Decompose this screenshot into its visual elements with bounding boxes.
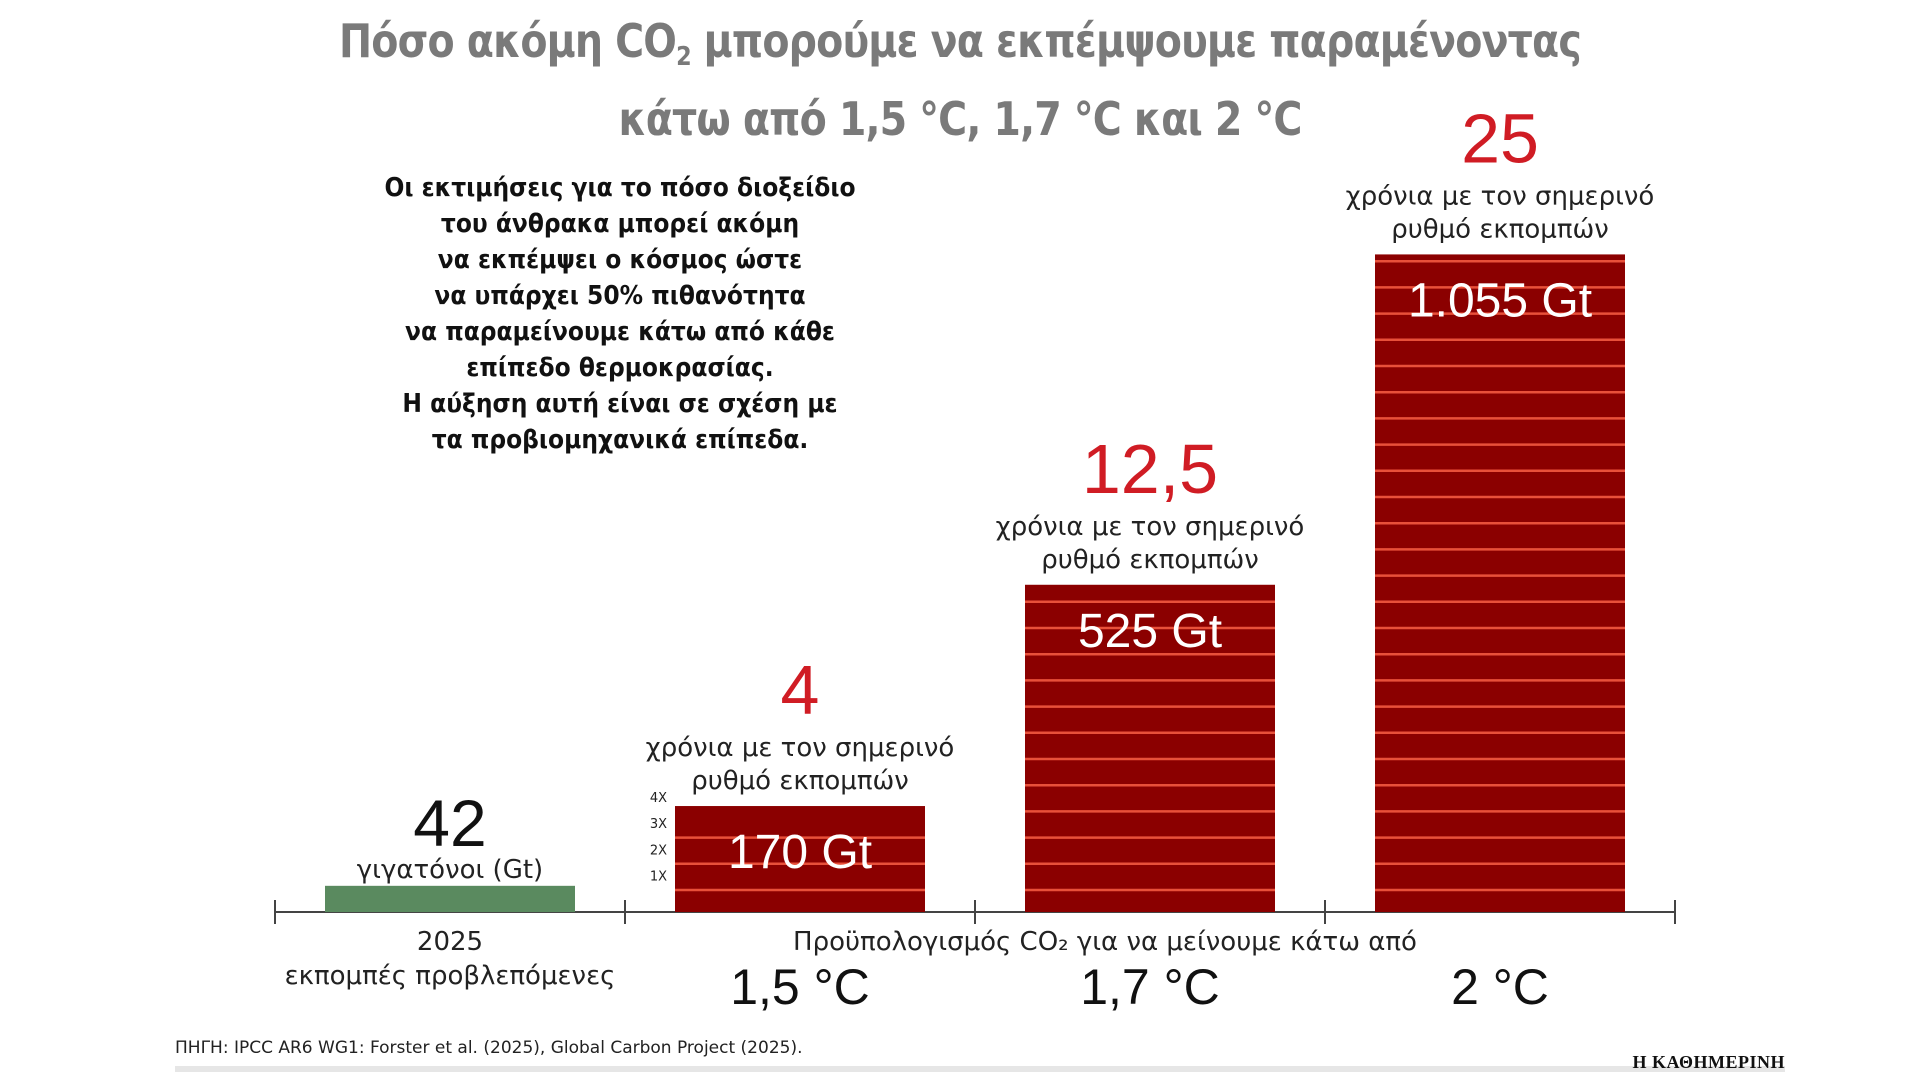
- budget-bar: [675, 806, 925, 912]
- multiplier-label: 3X: [650, 817, 667, 832]
- emissions-value-label: 42: [413, 786, 486, 860]
- chart-title: Πόσο ακόμη CO2 μπορούμε να εκπέμψουμε πα…: [134, 10, 1785, 150]
- title-co2-subscript: 2: [676, 42, 692, 72]
- category-label: 2 °C: [1451, 959, 1549, 1015]
- description-line: να παραμείνουμε κάτω από κάθε: [405, 317, 835, 347]
- description-line: Οι εκτιμήσεις για το πόσο διοξείδιο: [384, 173, 856, 203]
- budget-bar: [1375, 254, 1625, 912]
- years-value-label: 4: [781, 651, 820, 729]
- emissions-unit-label: γιγατόνοι (Gt): [357, 855, 543, 885]
- emissions-bar: [325, 885, 575, 912]
- publisher-logo: Η ΚΑΘΗΜΕΡΙΝΗ: [1632, 1052, 1785, 1072]
- multiplier-label: 1X: [650, 870, 667, 885]
- category-label: 1,5 °C: [730, 959, 870, 1015]
- years-value-label: 12,5: [1082, 430, 1218, 508]
- chart-title-line2: κάτω από 1,5 °C, 1,7 °C και 2 °C: [618, 92, 1302, 146]
- multiplier-label: 2X: [650, 843, 667, 858]
- budget-value-label: 525 Gt: [1078, 605, 1222, 658]
- budget-axis-label: Προϋπολογισμός CO₂ για να μείνουμε κάτω …: [793, 927, 1417, 957]
- title-line1-suffix: μπορούμε να εκπέμψουμε παραμένοντας: [690, 14, 1582, 68]
- category-label: 1,7 °C: [1080, 959, 1220, 1015]
- title-co2-prefix: Πόσο ακόμη CO: [339, 14, 677, 68]
- budget-bar: [1025, 584, 1275, 912]
- source-note: ΠΗΓΗ: IPCC AR6 WG1: Forster et al. (2025…: [175, 1038, 803, 1058]
- years-caption-line1: χρόνια με τον σημερινό: [1346, 181, 1655, 211]
- emissions-caption: εκπομπές προβλεπόμενες: [285, 961, 616, 991]
- chart-description: Οι εκτιμήσεις για το πόσο διοξείδιο του …: [377, 170, 863, 458]
- years-caption-line2: ρυθμό εκπομπών: [1391, 214, 1609, 244]
- description-line: να εκπέμψει ο κόσμος ώστε: [437, 245, 803, 275]
- budget-value-label: 170 Gt: [728, 826, 872, 879]
- years-caption-line2: ρυθμό εκπομπών: [691, 766, 909, 796]
- description-line: τα προβιομηχανικά επίπεδα.: [431, 425, 809, 455]
- years-caption-line1: χρόνια με τον σημερινό: [996, 512, 1305, 542]
- chart-title-line1: Πόσο ακόμη CO2 μπορούμε να εκπέμψουμε πα…: [134, 10, 1785, 88]
- budget-value-label: 1.055 Gt: [1408, 274, 1592, 327]
- multiplier-label: 4X: [650, 791, 667, 806]
- years-caption-line1: χρόνια με τον σημερινό: [646, 733, 955, 763]
- footer-divider: [175, 1066, 1785, 1072]
- description-line: του άνθρακα μπορεί ακόμη: [440, 209, 800, 239]
- description-line: να υπάρχει 50% πιθανότητα: [434, 281, 806, 311]
- description-line: Η αύξηση αυτή είναι σε σχέση με: [402, 389, 838, 419]
- years-caption-line2: ρυθμό εκπομπών: [1041, 545, 1259, 575]
- description-line: επίπεδο θερμοκρασίας.: [466, 353, 774, 383]
- years-value-label: 25: [1461, 99, 1539, 177]
- category-label-2025: 2025: [417, 927, 483, 957]
